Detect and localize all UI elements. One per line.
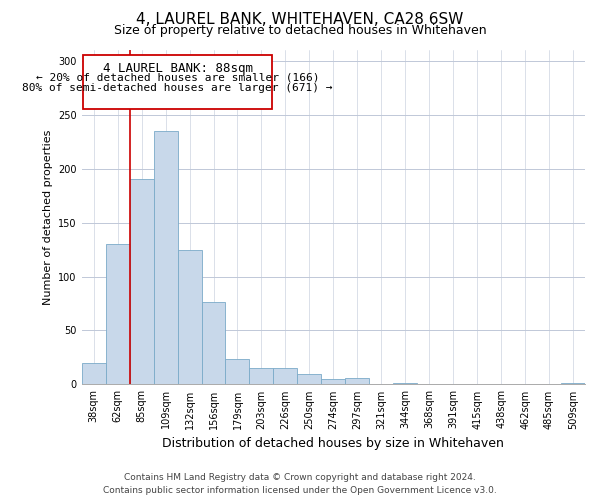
Text: 4, LAUREL BANK, WHITEHAVEN, CA28 6SW: 4, LAUREL BANK, WHITEHAVEN, CA28 6SW bbox=[136, 12, 464, 28]
Bar bbox=[82, 363, 106, 384]
Text: 4 LAUREL BANK: 88sqm: 4 LAUREL BANK: 88sqm bbox=[103, 62, 253, 75]
Text: 80% of semi-detached houses are larger (671) →: 80% of semi-detached houses are larger (… bbox=[22, 84, 333, 94]
Y-axis label: Number of detached properties: Number of detached properties bbox=[43, 130, 53, 305]
Bar bbox=[250, 368, 274, 384]
Bar bbox=[83, 56, 272, 110]
Text: ← 20% of detached houses are smaller (166): ← 20% of detached houses are smaller (16… bbox=[36, 72, 319, 83]
X-axis label: Distribution of detached houses by size in Whitehaven: Distribution of detached houses by size … bbox=[163, 437, 504, 450]
Bar bbox=[178, 250, 202, 384]
Bar bbox=[130, 180, 154, 384]
Bar bbox=[202, 302, 226, 384]
Text: Contains HM Land Registry data © Crown copyright and database right 2024.
Contai: Contains HM Land Registry data © Crown c… bbox=[103, 474, 497, 495]
Text: Size of property relative to detached houses in Whitehaven: Size of property relative to detached ho… bbox=[113, 24, 487, 37]
Bar bbox=[298, 374, 322, 384]
Bar bbox=[346, 378, 369, 384]
Bar bbox=[274, 368, 298, 384]
Bar bbox=[154, 131, 178, 384]
Bar bbox=[106, 244, 130, 384]
Bar bbox=[322, 379, 346, 384]
Bar bbox=[226, 358, 250, 384]
